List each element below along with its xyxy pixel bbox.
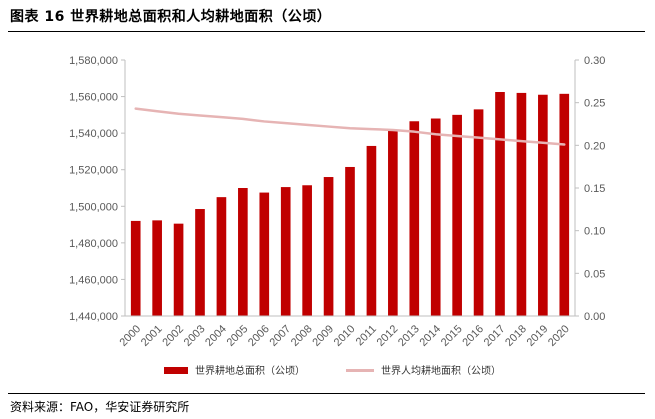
x-axis-labels: 2000200120022003200420052006200720082009… [117, 323, 571, 349]
x-tick-label: 2011 [354, 323, 379, 348]
left-tick-label: 1,480,000 [69, 238, 118, 250]
bar-2004 [216, 197, 227, 316]
legend-line-label: 世界人均耕地面积（公顷） [381, 364, 501, 377]
source-divider [8, 393, 645, 394]
left-tick-label: 1,440,000 [69, 311, 118, 323]
left-tick-label: 1,500,000 [69, 201, 118, 213]
x-tick-label: 2004 [203, 323, 229, 349]
x-tick-label: 2006 [246, 323, 272, 349]
left-tick-label: 1,520,000 [69, 165, 118, 177]
right-tick-label: 0.10 [584, 226, 605, 238]
bar-2015 [452, 114, 462, 316]
legend: 世界耕地总面积（公顷） 世界人均耕地面积（公顷） [164, 364, 501, 377]
x-tick-label: 2003 [182, 323, 208, 349]
bar-2016 [473, 109, 484, 316]
x-tick-label: 2018 [503, 323, 529, 349]
x-tick-label: 2002 [160, 323, 186, 349]
bar-2006 [259, 192, 270, 316]
chart-title: 图表 16 世界耕地总面积和人均耕地面积（公顷） [10, 9, 332, 25]
bar-2019 [538, 94, 548, 316]
x-tick-label: 2019 [525, 323, 551, 349]
bar-2009 [323, 177, 334, 316]
right-tick-label: 0.25 [584, 98, 605, 110]
bar-2020 [559, 93, 570, 316]
bar-2008 [302, 185, 312, 316]
bar-2017 [495, 92, 505, 316]
x-tick-label: 2016 [460, 323, 486, 349]
x-tick-label: 2005 [225, 323, 251, 349]
right-axis-ticks: 0.00 0.05 0.10 0.15 0.20 0.25 0.30 [575, 55, 605, 323]
bar-2005 [238, 188, 248, 316]
left-tick-label: 1,540,000 [69, 128, 118, 140]
left-tick-label: 1,460,000 [69, 274, 118, 286]
x-tick-label: 2009 [310, 323, 336, 349]
bar-2000 [130, 220, 141, 316]
right-tick-label: 0.15 [584, 183, 605, 195]
x-tick-label: 2010 [332, 323, 358, 349]
bar-2010 [345, 166, 355, 316]
right-tick-label: 0.00 [584, 311, 605, 323]
right-tick-label: 0.05 [584, 268, 605, 280]
bar-2011 [366, 145, 377, 316]
bar-2002 [173, 223, 184, 316]
legend-bar-swatch [164, 367, 188, 374]
x-tick-label: 2013 [396, 323, 422, 349]
x-tick-label: 2007 [267, 323, 293, 349]
per-capita-line [134, 107, 566, 146]
x-tick-label: 2012 [375, 323, 401, 349]
bar-2007 [280, 187, 291, 316]
bar-2014 [430, 118, 441, 316]
bar-2003 [195, 209, 205, 316]
source-note: 资料来源：FAO，华安证券研究所 [10, 400, 190, 414]
x-tick-label: 2017 [482, 323, 508, 349]
bar-2018 [516, 92, 527, 317]
bar-series [130, 92, 570, 317]
title-divider [8, 31, 645, 32]
bar-2001 [152, 220, 162, 316]
x-tick-label: 2001 [139, 323, 165, 349]
x-tick-label: 2000 [117, 323, 143, 349]
right-tick-label: 0.20 [584, 140, 605, 152]
bar-2013 [409, 121, 420, 316]
bar-2012 [388, 130, 398, 316]
legend-bar-label: 世界耕地总面积（公顷） [195, 364, 305, 377]
x-tick-label: 2020 [546, 323, 572, 349]
right-tick-label: 0.30 [584, 55, 605, 67]
x-tick-label: 2015 [439, 323, 465, 349]
left-tick-label: 1,580,000 [69, 55, 118, 67]
x-tick-label: 2008 [289, 323, 315, 349]
left-tick-label: 1,560,000 [69, 92, 118, 104]
left-axis-ticks: 1,440,000 1,460,000 1,480,000 1,500,000 1,52… [69, 55, 125, 323]
line-series [134, 107, 566, 146]
x-tick-label: 2014 [417, 323, 443, 349]
